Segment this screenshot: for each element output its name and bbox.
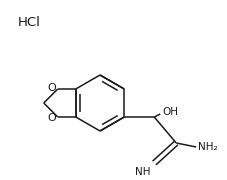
Text: OH: OH [162,107,178,117]
Text: O: O [47,113,56,123]
Text: HCl: HCl [18,16,41,29]
Text: NH₂: NH₂ [197,142,217,152]
Text: O: O [47,83,56,93]
Text: NH: NH [134,167,150,177]
